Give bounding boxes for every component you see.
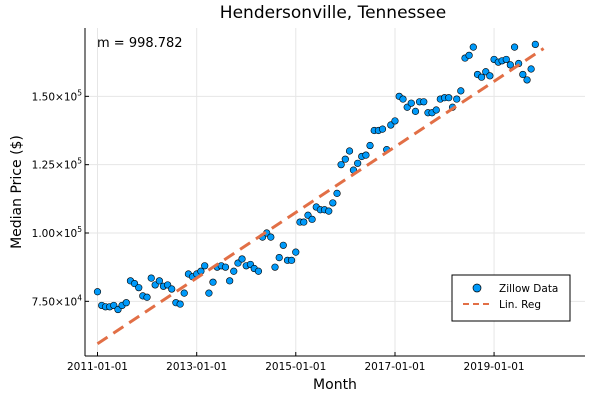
y-tick-base: ×10 <box>55 228 77 240</box>
data-point <box>407 99 415 107</box>
x-axis-label: Month <box>313 377 357 393</box>
data-point <box>527 65 535 73</box>
data-point <box>345 147 354 155</box>
data-point <box>329 199 337 207</box>
data-point <box>205 289 213 297</box>
data-point <box>523 76 531 84</box>
data-point <box>519 70 527 79</box>
data-point <box>399 95 407 103</box>
y-tick-base: ×10 <box>55 160 77 172</box>
y-tick-label: 1.00×105 <box>32 225 83 240</box>
data-point <box>354 159 362 167</box>
legend-box <box>451 274 571 322</box>
data-point <box>93 288 102 296</box>
data-point <box>391 117 399 125</box>
x-tick-label: 2017-01-01 <box>364 361 425 373</box>
data-point <box>432 106 440 114</box>
data-point <box>201 262 209 270</box>
data-point <box>300 218 308 226</box>
data-point <box>325 207 333 215</box>
legend: Zillow Data Lin. Reg <box>451 274 571 322</box>
data-point <box>271 263 279 271</box>
data-point <box>469 43 477 51</box>
data-point <box>147 274 155 282</box>
data-point <box>457 87 465 95</box>
legend-label-lin-reg: Lin. Reg <box>499 299 541 311</box>
data-point <box>453 95 461 103</box>
data-point <box>510 43 519 51</box>
data-point <box>180 289 188 297</box>
grid <box>85 28 585 356</box>
y-tick-base: ×10 <box>55 296 77 308</box>
data-point <box>226 277 234 285</box>
data-point <box>362 151 370 159</box>
data-point <box>221 263 230 271</box>
data-point <box>337 161 345 169</box>
data-point <box>275 254 283 262</box>
y-axis-label: Median Price ($) <box>9 135 25 249</box>
data-point <box>502 55 510 64</box>
data-point <box>287 256 296 264</box>
regression-line <box>96 47 545 345</box>
y-tick-label: 7.50×104 <box>32 293 83 308</box>
data-point <box>445 94 453 102</box>
legend-label-zillow-data: Zillow Data <box>499 283 558 295</box>
y-tick-label: 1.25×105 <box>32 157 83 172</box>
y-tick-base: ×10 <box>55 91 77 103</box>
data-point <box>155 277 163 285</box>
plot-area <box>93 40 545 345</box>
y-tick-mantissa: 1.25 <box>32 160 55 172</box>
y-tick-exponent: 4 <box>77 293 82 302</box>
x-tick-label: 2019-01-01 <box>464 361 525 373</box>
data-point <box>366 141 374 150</box>
y-tick-exponent: 5 <box>77 157 82 166</box>
y-tick-label: 1.50×105 <box>32 88 83 103</box>
y-tick-exponent: 5 <box>77 88 82 97</box>
data-point <box>122 299 130 307</box>
data-point <box>176 300 184 308</box>
legend-marker-zillow-data <box>472 283 482 293</box>
data-point <box>465 51 473 59</box>
data-point <box>506 61 514 69</box>
data-point <box>531 40 539 49</box>
data-point <box>411 107 420 115</box>
x-tick-label: 2011-01-01 <box>67 361 128 373</box>
chart-title: Hendersonville, Tennessee <box>220 3 446 23</box>
x-tick-label: 2013-01-01 <box>166 361 227 373</box>
data-point <box>341 155 349 163</box>
data-point <box>230 267 238 275</box>
data-point <box>333 189 341 197</box>
y-tick-mantissa: 1.50 <box>32 91 55 103</box>
data-point <box>238 255 246 263</box>
data-point <box>168 285 176 293</box>
data-point <box>209 278 217 286</box>
data-point <box>308 215 316 223</box>
x-ticks: 2011-01-01 2013-01-01 2015-01-01 2017-01-01… <box>67 352 525 373</box>
data-point <box>477 73 486 81</box>
data-point <box>486 72 494 80</box>
data-point <box>420 98 428 106</box>
y-tick-mantissa: 1.00 <box>32 228 55 240</box>
data-point <box>292 248 300 256</box>
data-point <box>143 293 151 301</box>
data-point <box>254 267 263 275</box>
x-tick-label: 2015-01-01 <box>265 361 326 373</box>
data-point <box>279 241 287 249</box>
data-point <box>135 284 143 292</box>
y-tick-mantissa: 7.50 <box>32 296 55 308</box>
data-point <box>267 233 275 241</box>
data-point <box>378 125 387 133</box>
y-tick-exponent: 5 <box>77 225 82 234</box>
slope-annotation: m = 998.782 <box>97 36 183 51</box>
